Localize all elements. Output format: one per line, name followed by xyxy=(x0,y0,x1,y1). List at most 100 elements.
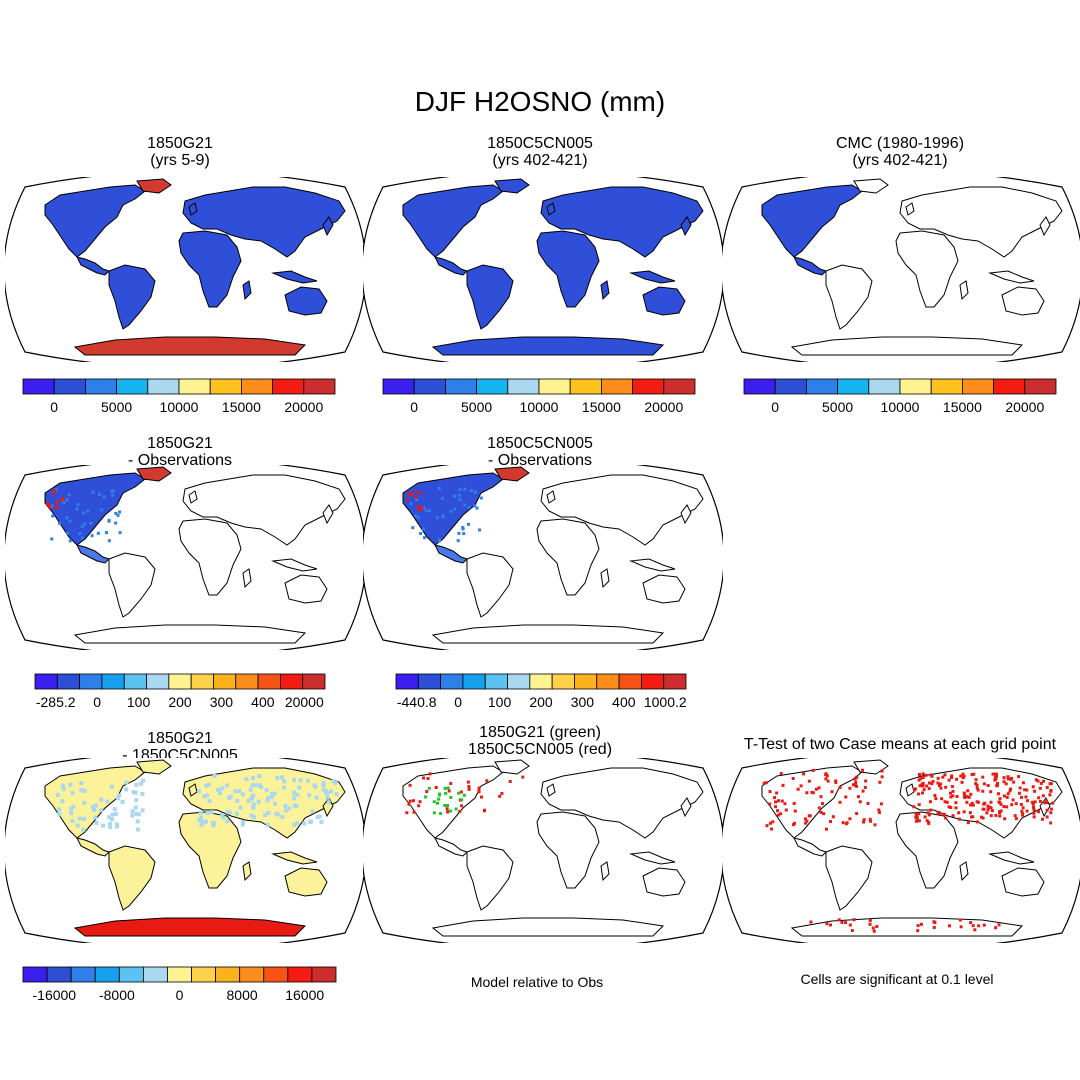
colorbar-svg: 0 5000 10000 15000 20000 xyxy=(382,378,696,415)
grid-cell xyxy=(775,791,779,795)
grid-cell xyxy=(238,805,243,810)
land-gl xyxy=(853,178,889,194)
grid-cell xyxy=(427,786,431,790)
panel-title-1850c5cn005: 1850C5CN005 (yrs 402-421) xyxy=(360,135,720,169)
map-frame xyxy=(5,758,365,943)
grid-cell xyxy=(852,918,856,922)
grid-cell xyxy=(969,815,973,819)
grid-cell xyxy=(110,489,114,493)
grid-cell xyxy=(82,800,87,805)
grid-cell xyxy=(922,788,926,792)
colorbar-box xyxy=(167,966,192,983)
colorbar-label: 400 xyxy=(612,694,636,710)
map-cmc xyxy=(722,177,1080,362)
grid-cell xyxy=(328,789,333,794)
grid-cell xyxy=(930,782,934,786)
land-an xyxy=(431,917,665,937)
colorbar-box xyxy=(123,673,147,690)
grid-cell xyxy=(987,805,991,809)
grid-cell xyxy=(850,928,854,932)
page-title: DJF H2OSNO (mm) xyxy=(414,86,666,117)
colorbar-label: 0 xyxy=(771,399,779,415)
grid-cell xyxy=(75,823,80,828)
panel-title-1850c5cn005-obs: 1850C5CN005 - Observations xyxy=(360,435,720,469)
grid-cell xyxy=(101,823,106,828)
grid-cell xyxy=(975,786,979,790)
colorbar-box xyxy=(569,378,602,395)
land-au xyxy=(642,286,686,316)
grid-cell xyxy=(469,489,473,493)
grid-cell xyxy=(444,791,448,795)
grid-cell xyxy=(405,811,409,815)
grid-cell xyxy=(467,785,471,789)
grid-cell xyxy=(198,815,203,820)
colorbar-box xyxy=(263,966,289,983)
grid-cell xyxy=(272,791,277,796)
grid-cell xyxy=(941,812,945,816)
grid-cell xyxy=(773,796,777,800)
colorbar-box xyxy=(743,378,776,395)
panel-title-1850g21: 1850G21 (yrs 5-9) xyxy=(0,135,360,169)
grid-cell xyxy=(917,812,921,816)
grid-cell xyxy=(325,795,330,800)
grid-cell xyxy=(854,781,858,785)
grid-cell xyxy=(292,791,297,796)
land-na xyxy=(761,184,863,258)
grid-cell xyxy=(310,809,315,814)
grid-cell xyxy=(981,789,985,793)
grid-cell xyxy=(456,539,460,543)
grid-cell xyxy=(914,812,918,816)
grid-cell xyxy=(116,513,120,517)
grid-cell xyxy=(81,511,85,515)
grid-cell xyxy=(140,808,145,813)
panel-title-line2: (yrs 402-421) xyxy=(492,152,588,169)
grid-cell xyxy=(1044,800,1048,804)
grid-cell xyxy=(1034,778,1038,782)
grid-cell xyxy=(256,799,261,804)
grid-cell xyxy=(78,532,82,536)
grid-cell xyxy=(774,805,778,809)
grid-cell xyxy=(324,791,329,796)
grid-cell xyxy=(432,811,436,815)
grid-cell xyxy=(432,800,436,804)
land-uk xyxy=(905,783,915,797)
grid-cell xyxy=(80,524,84,528)
grid-cell xyxy=(1024,795,1028,799)
grid-cell xyxy=(93,815,98,820)
grid-cell xyxy=(771,820,775,824)
land-na xyxy=(402,184,504,258)
grid-cell xyxy=(421,776,425,780)
panel-title-line1: 1850G21 xyxy=(147,435,213,452)
map-case-diff xyxy=(5,758,365,943)
grid-cell xyxy=(848,817,852,821)
grid-cell xyxy=(783,802,787,806)
grid-cell xyxy=(460,804,464,808)
grid-cell xyxy=(949,805,953,809)
grid-cell xyxy=(919,777,923,781)
land-au xyxy=(284,867,328,897)
grid-cell xyxy=(251,805,256,810)
grid-cell xyxy=(844,921,848,925)
colorbar-box xyxy=(440,673,464,690)
colorbar-box xyxy=(191,966,217,983)
grid-cell xyxy=(805,819,809,823)
grid-cell xyxy=(423,536,427,540)
grid-cell xyxy=(844,795,848,799)
grid-cell xyxy=(939,782,943,786)
colorbar-box xyxy=(382,378,415,395)
grid-cell xyxy=(983,801,987,805)
grid-cell xyxy=(1045,808,1049,812)
grid-cell xyxy=(448,809,452,813)
grid-cell xyxy=(1002,776,1006,780)
grid-cell xyxy=(326,800,331,805)
grid-cell xyxy=(819,795,823,799)
grid-cell xyxy=(943,773,947,777)
grid-cell xyxy=(202,794,207,799)
colorbar-box xyxy=(600,378,633,395)
grid-cell xyxy=(435,516,439,520)
grid-cell xyxy=(825,827,829,831)
land-eu xyxy=(182,767,346,839)
grid-cell xyxy=(99,797,104,802)
grid-cell xyxy=(1039,781,1043,785)
grid-cell xyxy=(944,816,948,820)
